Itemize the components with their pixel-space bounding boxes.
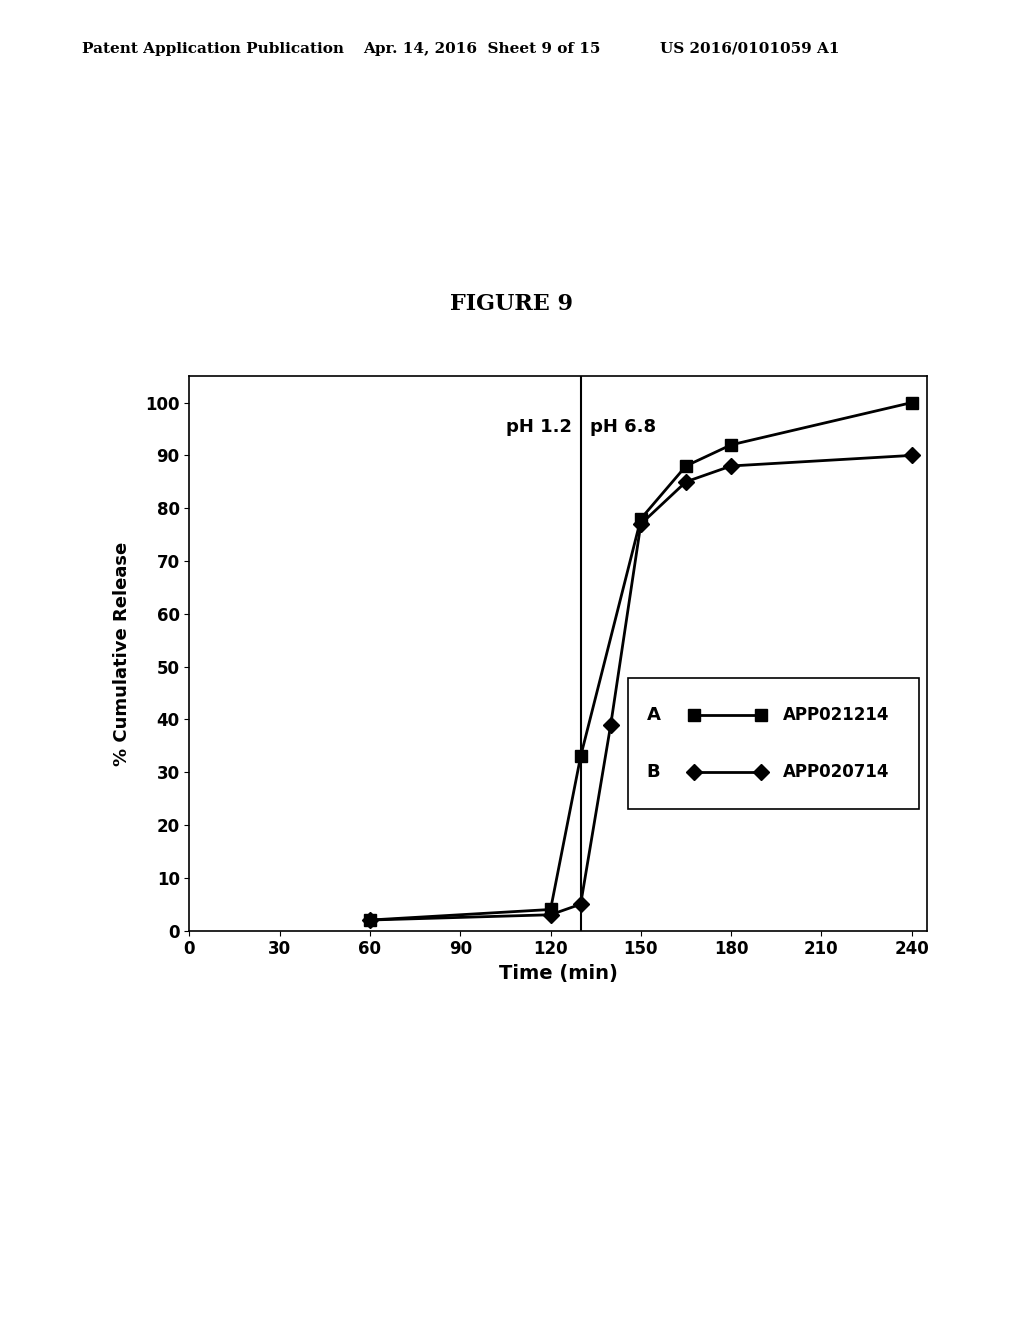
Text: Patent Application Publication: Patent Application Publication [82,42,344,55]
Text: Apr. 14, 2016  Sheet 9 of 15: Apr. 14, 2016 Sheet 9 of 15 [364,42,601,55]
Text: A: A [646,706,660,723]
Text: B: B [646,763,660,781]
Text: pH 1.2: pH 1.2 [506,418,571,437]
Text: US 2016/0101059 A1: US 2016/0101059 A1 [660,42,840,55]
FancyBboxPatch shape [628,678,920,809]
Text: APP020714: APP020714 [783,763,890,781]
Text: FIGURE 9: FIGURE 9 [451,293,573,315]
X-axis label: Time (min): Time (min) [499,964,617,983]
Text: APP021214: APP021214 [783,706,890,723]
Text: pH 6.8: pH 6.8 [590,418,655,437]
Y-axis label: % Cumulative Release: % Cumulative Release [114,541,131,766]
